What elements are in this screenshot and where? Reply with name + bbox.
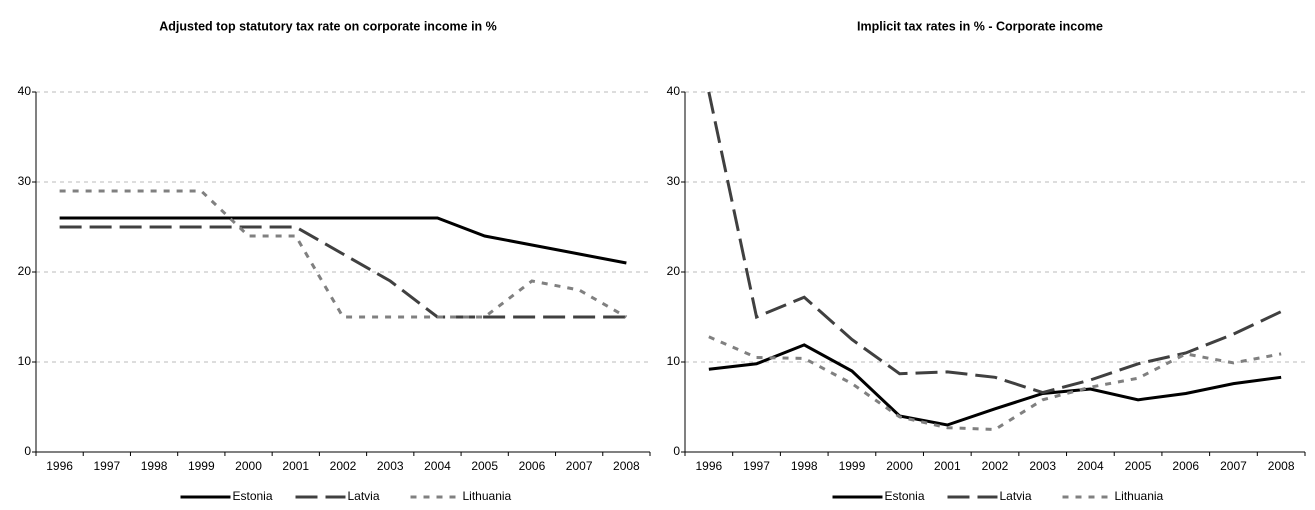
y-tick-label: 10	[667, 354, 681, 368]
x-tick-label: 1998	[141, 459, 168, 473]
y-tick-label: 20	[667, 264, 681, 278]
series-line	[59, 225, 627, 319]
x-tick-label: 2002	[330, 459, 357, 473]
chart-title: Implicit tax rates in % - Corporate inco…	[857, 19, 1103, 33]
x-tick-label: 2005	[471, 459, 498, 473]
x-tick-label: 2006	[1172, 459, 1199, 473]
x-tick-label: 2000	[886, 459, 913, 473]
y-tick-label: 10	[18, 354, 32, 368]
series-line	[707, 91, 1282, 395]
series-line	[708, 343, 1282, 427]
y-tick-label: 40	[667, 84, 681, 98]
x-tick-label: 2008	[1268, 459, 1295, 473]
x-tick-label: 1997	[743, 459, 770, 473]
x-tick-label: 2008	[613, 459, 640, 473]
x-tick-label: 1997	[93, 459, 120, 473]
x-tick-label: 1999	[188, 459, 215, 473]
legend-label: Lithuania	[1115, 489, 1164, 503]
x-tick-label: 1996	[46, 459, 73, 473]
series-line	[59, 189, 628, 319]
x-tick-label: 2002	[982, 459, 1009, 473]
x-tick-label: 1999	[839, 459, 866, 473]
x-tick-label: 2007	[1220, 459, 1247, 473]
x-tick-label: 1996	[695, 459, 722, 473]
chart-title: Adjusted top statutory tax rate on corpo…	[159, 19, 497, 33]
x-tick-label: 2005	[1125, 459, 1152, 473]
legend-label: Estonia	[233, 489, 273, 503]
y-tick-label: 0	[24, 444, 31, 458]
series-line	[59, 216, 627, 265]
x-tick-label: 2003	[1029, 459, 1056, 473]
legend-label: Latvia	[348, 489, 380, 503]
legend-label: Estonia	[885, 489, 925, 503]
legend-label: Latvia	[1000, 489, 1032, 503]
x-tick-label: 2000	[235, 459, 262, 473]
y-tick-label: 20	[18, 264, 32, 278]
x-tick-label: 2004	[1077, 459, 1104, 473]
legend-label: Lithuania	[463, 489, 512, 503]
x-tick-label: 2006	[519, 459, 546, 473]
x-tick-label: 2001	[282, 459, 309, 473]
y-tick-label: 0	[673, 444, 680, 458]
x-tick-label: 2004	[424, 459, 451, 473]
x-tick-label: 2003	[377, 459, 404, 473]
x-tick-label: 2007	[566, 459, 593, 473]
y-tick-label: 30	[18, 174, 32, 188]
y-tick-label: 40	[18, 84, 32, 98]
x-tick-label: 1998	[791, 459, 818, 473]
x-tick-label: 2001	[934, 459, 961, 473]
y-tick-label: 30	[667, 174, 681, 188]
